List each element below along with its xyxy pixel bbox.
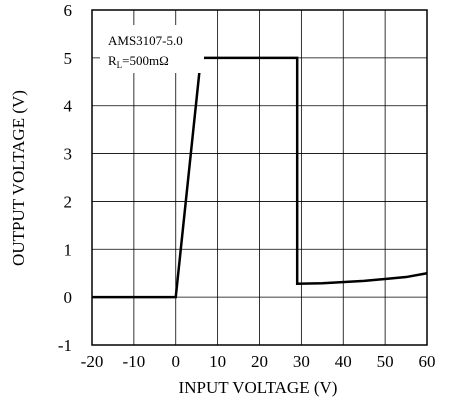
x-tick-label: 30: [293, 352, 310, 371]
y-tick-label: 3: [64, 145, 73, 164]
x-tick-label: 0: [172, 352, 181, 371]
y-tick-label: 4: [64, 97, 73, 116]
annotation-load-subscript: L: [117, 60, 123, 70]
annotation-load-value: =500mΩ: [122, 53, 169, 68]
y-tick-label: -1: [58, 336, 72, 355]
y-tick-label: 1: [64, 240, 73, 259]
x-tick-label: 10: [209, 352, 226, 371]
y-tick-label: 0: [64, 288, 73, 307]
series-layer: [92, 56, 428, 299]
x-tick-label: 20: [251, 352, 268, 371]
y-tick-label: 6: [64, 1, 73, 20]
annotation-part-number: AMS3107-5.0: [108, 33, 183, 48]
x-tick-label: 40: [335, 352, 352, 371]
y-tick-label: 2: [64, 192, 73, 211]
y-axis-title: OUTPUT VOLTAGE (V): [9, 90, 28, 266]
x-tick-labels: -20 -10 0 10 20 30 40 50 60: [81, 352, 436, 371]
annotation-box: AMS3107-5.0 RL=500mΩ: [100, 25, 204, 73]
x-tick-label: 60: [419, 352, 436, 371]
x-axis-title: INPUT VOLTAGE (V): [179, 378, 338, 397]
annotation-load-symbol: R: [108, 53, 117, 68]
annotation-load: RL=500mΩ: [108, 53, 169, 70]
series-line-0: [92, 56, 428, 299]
x-tick-label: -20: [81, 352, 104, 371]
y-tick-label: 5: [64, 49, 73, 68]
x-tick-label: -10: [123, 352, 146, 371]
x-tick-label: 50: [377, 352, 394, 371]
annotation-background: [100, 25, 204, 73]
plot-frame: [91, 9, 428, 346]
y-tick-labels: -1 0 1 2 3 4 5 6: [58, 1, 73, 355]
